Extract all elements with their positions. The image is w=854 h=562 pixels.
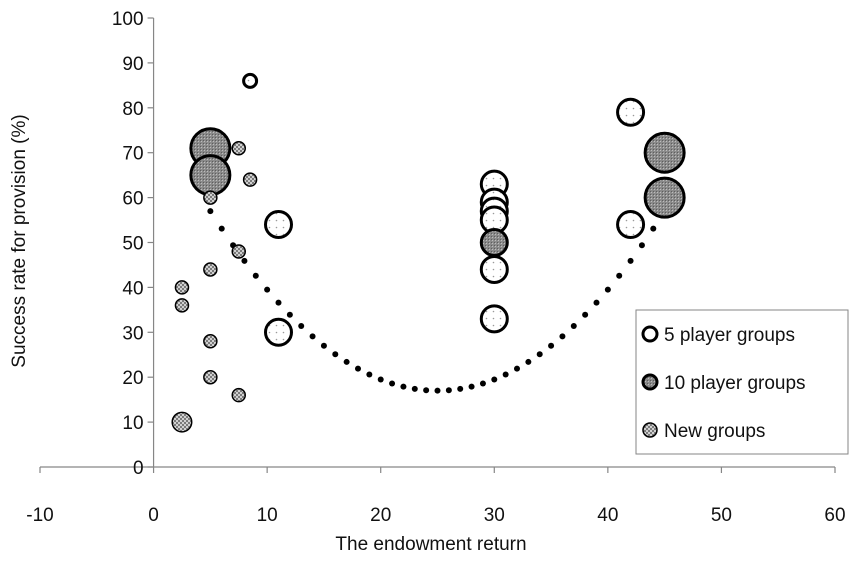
x-tick-label: 50 <box>711 505 732 526</box>
legend-marker-new <box>643 423 657 437</box>
point-5-player <box>618 99 644 125</box>
point-5-player <box>244 74 257 87</box>
y-tick-label: 50 <box>122 234 143 255</box>
y-tick-label: 30 <box>122 323 143 344</box>
curve-dot <box>321 343 327 349</box>
curve-dot <box>253 273 259 279</box>
point-new-group <box>204 371 217 384</box>
curve-dot <box>503 372 509 378</box>
point-new-group <box>232 389 245 402</box>
point-new-group <box>204 263 217 276</box>
x-tick-label: 10 <box>257 505 278 526</box>
x-axis-ticks: -10 0 10 20 30 40 50 60 <box>26 467 845 526</box>
curve-dot <box>389 380 395 386</box>
point-new-group <box>175 281 188 294</box>
point-10-player <box>645 133 684 172</box>
curve-dot <box>582 312 588 318</box>
point-new-group <box>232 142 245 155</box>
x-tick-label: -10 <box>26 505 53 526</box>
curve-dot <box>435 388 441 394</box>
point-new-group <box>204 191 217 204</box>
curve-dot <box>219 226 225 232</box>
point-5-player <box>481 256 507 282</box>
curve-dot <box>207 208 213 214</box>
legend-label-new: New groups <box>664 421 765 442</box>
y-tick-label: 70 <box>122 144 143 165</box>
curve-dot <box>446 387 452 393</box>
curve-dot <box>571 323 577 329</box>
point-new-group <box>172 412 192 432</box>
curve-dot <box>344 359 350 365</box>
curve-dot <box>514 366 520 372</box>
point-new-group <box>232 245 245 258</box>
curve-dot <box>480 380 486 386</box>
curve-dot <box>525 359 531 365</box>
curve-dot <box>423 387 429 393</box>
curve-dot <box>310 333 316 339</box>
point-10-player <box>645 178 684 217</box>
curve-dot <box>355 366 361 372</box>
curve-dot <box>276 300 282 306</box>
legend: 5 player groups 10 player groups New gro… <box>636 310 848 454</box>
curve-dot <box>594 300 600 306</box>
curve-dot <box>298 323 304 329</box>
point-10-player <box>481 230 507 256</box>
curve-dot <box>457 386 463 392</box>
curve-dot <box>628 258 634 264</box>
x-axis-title: The endowment return <box>335 534 526 555</box>
curve-dot <box>605 287 611 293</box>
y-tick-label: 40 <box>122 278 143 299</box>
y-tick-label: 100 <box>112 9 144 30</box>
x-tick-label: 60 <box>824 505 845 526</box>
point-new-group <box>175 299 188 312</box>
curve-dot <box>469 384 475 390</box>
legend-marker-10-player <box>643 375 657 389</box>
point-5-player <box>266 212 292 238</box>
y-tick-label: 0 <box>133 458 144 479</box>
curve-dot <box>537 351 543 357</box>
curve-dot <box>559 333 565 339</box>
legend-marker-5-player <box>643 327 657 341</box>
curve-dot <box>616 273 622 279</box>
y-tick-label: 20 <box>122 368 143 389</box>
point-10-player <box>191 156 230 195</box>
point-5-player <box>266 319 292 345</box>
data-points <box>172 74 684 431</box>
y-tick-label: 80 <box>122 99 143 120</box>
curve-dot <box>241 258 247 264</box>
curve-dot <box>548 343 554 349</box>
y-axis-title: Success rate for provision (%) <box>9 114 30 367</box>
y-tick-label: 10 <box>122 413 143 434</box>
curve-dot <box>412 386 418 392</box>
y-axis-ticks: 0 10 20 30 40 50 60 70 80 90 100 <box>112 9 154 479</box>
curve-dot <box>366 372 372 378</box>
x-tick-label: 0 <box>148 505 159 526</box>
x-tick-label: 40 <box>597 505 618 526</box>
y-tick-label: 90 <box>122 54 143 75</box>
curve-dot <box>400 384 406 390</box>
legend-label-5-player: 5 player groups <box>664 325 795 346</box>
y-tick-label: 60 <box>122 189 143 210</box>
legend-label-10-player: 10 player groups <box>664 373 806 394</box>
point-new-group <box>244 173 257 186</box>
curve-dot <box>491 376 497 382</box>
curve-dot <box>264 287 270 293</box>
curve-dot <box>287 312 293 318</box>
point-5-player <box>481 306 507 332</box>
curve-dot <box>378 376 384 382</box>
curve-dot <box>332 351 338 357</box>
curve-dot <box>639 242 645 248</box>
curve-dot <box>650 226 656 232</box>
x-tick-label: 20 <box>370 505 391 526</box>
point-new-group <box>204 335 217 348</box>
x-tick-label: 30 <box>484 505 505 526</box>
point-5-player <box>618 212 644 238</box>
